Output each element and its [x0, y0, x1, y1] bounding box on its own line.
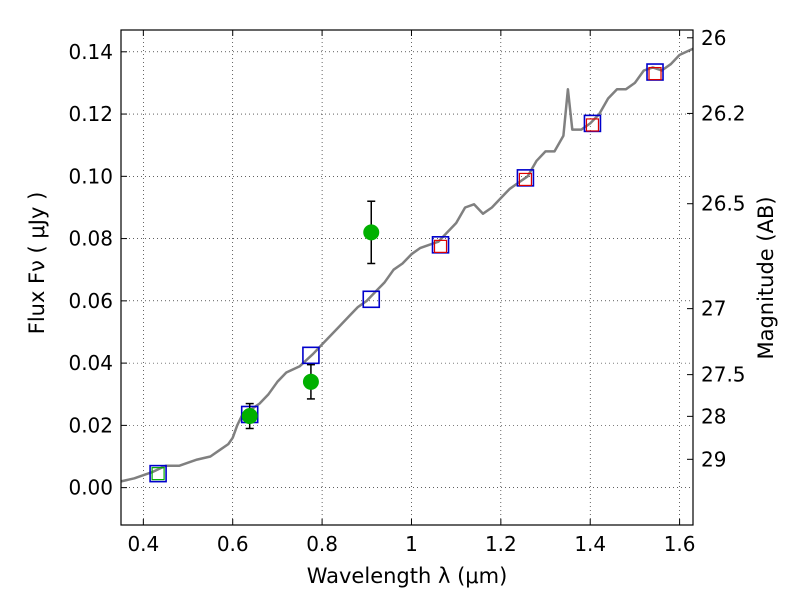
y-tick-label: 0.08 [68, 227, 113, 251]
axes: 0.4 0.6 0.8 1 1.2 1.4 1.6 0.00 0.02 0.04 0.06 0.08 0… [68, 26, 745, 556]
inner-square-marker [151, 467, 165, 481]
y-tick-label: 0.02 [68, 413, 113, 437]
y-tick-label: 0.00 [68, 476, 113, 500]
inner-square-marker [433, 239, 448, 253]
observed-point [302, 373, 319, 390]
x-tick-label: 1 [405, 532, 418, 556]
right-tick-label: 26 [701, 26, 726, 50]
y-axis-label: Flux Fν ( μJy ) [25, 192, 49, 335]
model-square-marker [302, 346, 320, 365]
observed-point [363, 224, 380, 241]
y-tick-label: 0.12 [68, 102, 113, 126]
y-tick-label: 0.06 [68, 289, 113, 313]
x-axis-label: Wavelength λ (μm) [307, 564, 508, 588]
y-tick-label: 0.14 [68, 40, 113, 64]
observed-point [241, 408, 258, 425]
right-tick-label: 26.5 [701, 192, 746, 216]
y-tick-label: 0.04 [68, 351, 113, 375]
inner-square-marker [648, 66, 662, 81]
y-tick-label: 0.10 [68, 164, 113, 188]
right-tick-label: 27.5 [701, 363, 746, 387]
right-tick-label: 27 [701, 297, 726, 321]
inner-square-marker [585, 118, 600, 132]
model-square-marker [149, 464, 167, 483]
plot-area [120, 47, 694, 483]
plot-frame [120, 29, 694, 526]
inner-square-marker [518, 172, 533, 187]
right-tick-label: 29 [701, 447, 726, 471]
x-tick-label: 0.4 [127, 532, 159, 556]
x-tick-label: 1.6 [664, 532, 696, 556]
right-axis-label: Magnitude (AB) [754, 196, 778, 359]
x-tick-label: 1.4 [574, 532, 606, 556]
right-tick-label: 28 [701, 404, 726, 428]
x-tick-label: 1.2 [485, 532, 517, 556]
right-tick-label: 26.2 [701, 101, 746, 125]
model-square-marker [362, 290, 381, 309]
x-tick-label: 0.8 [306, 532, 338, 556]
x-tick-label: 0.6 [217, 532, 249, 556]
